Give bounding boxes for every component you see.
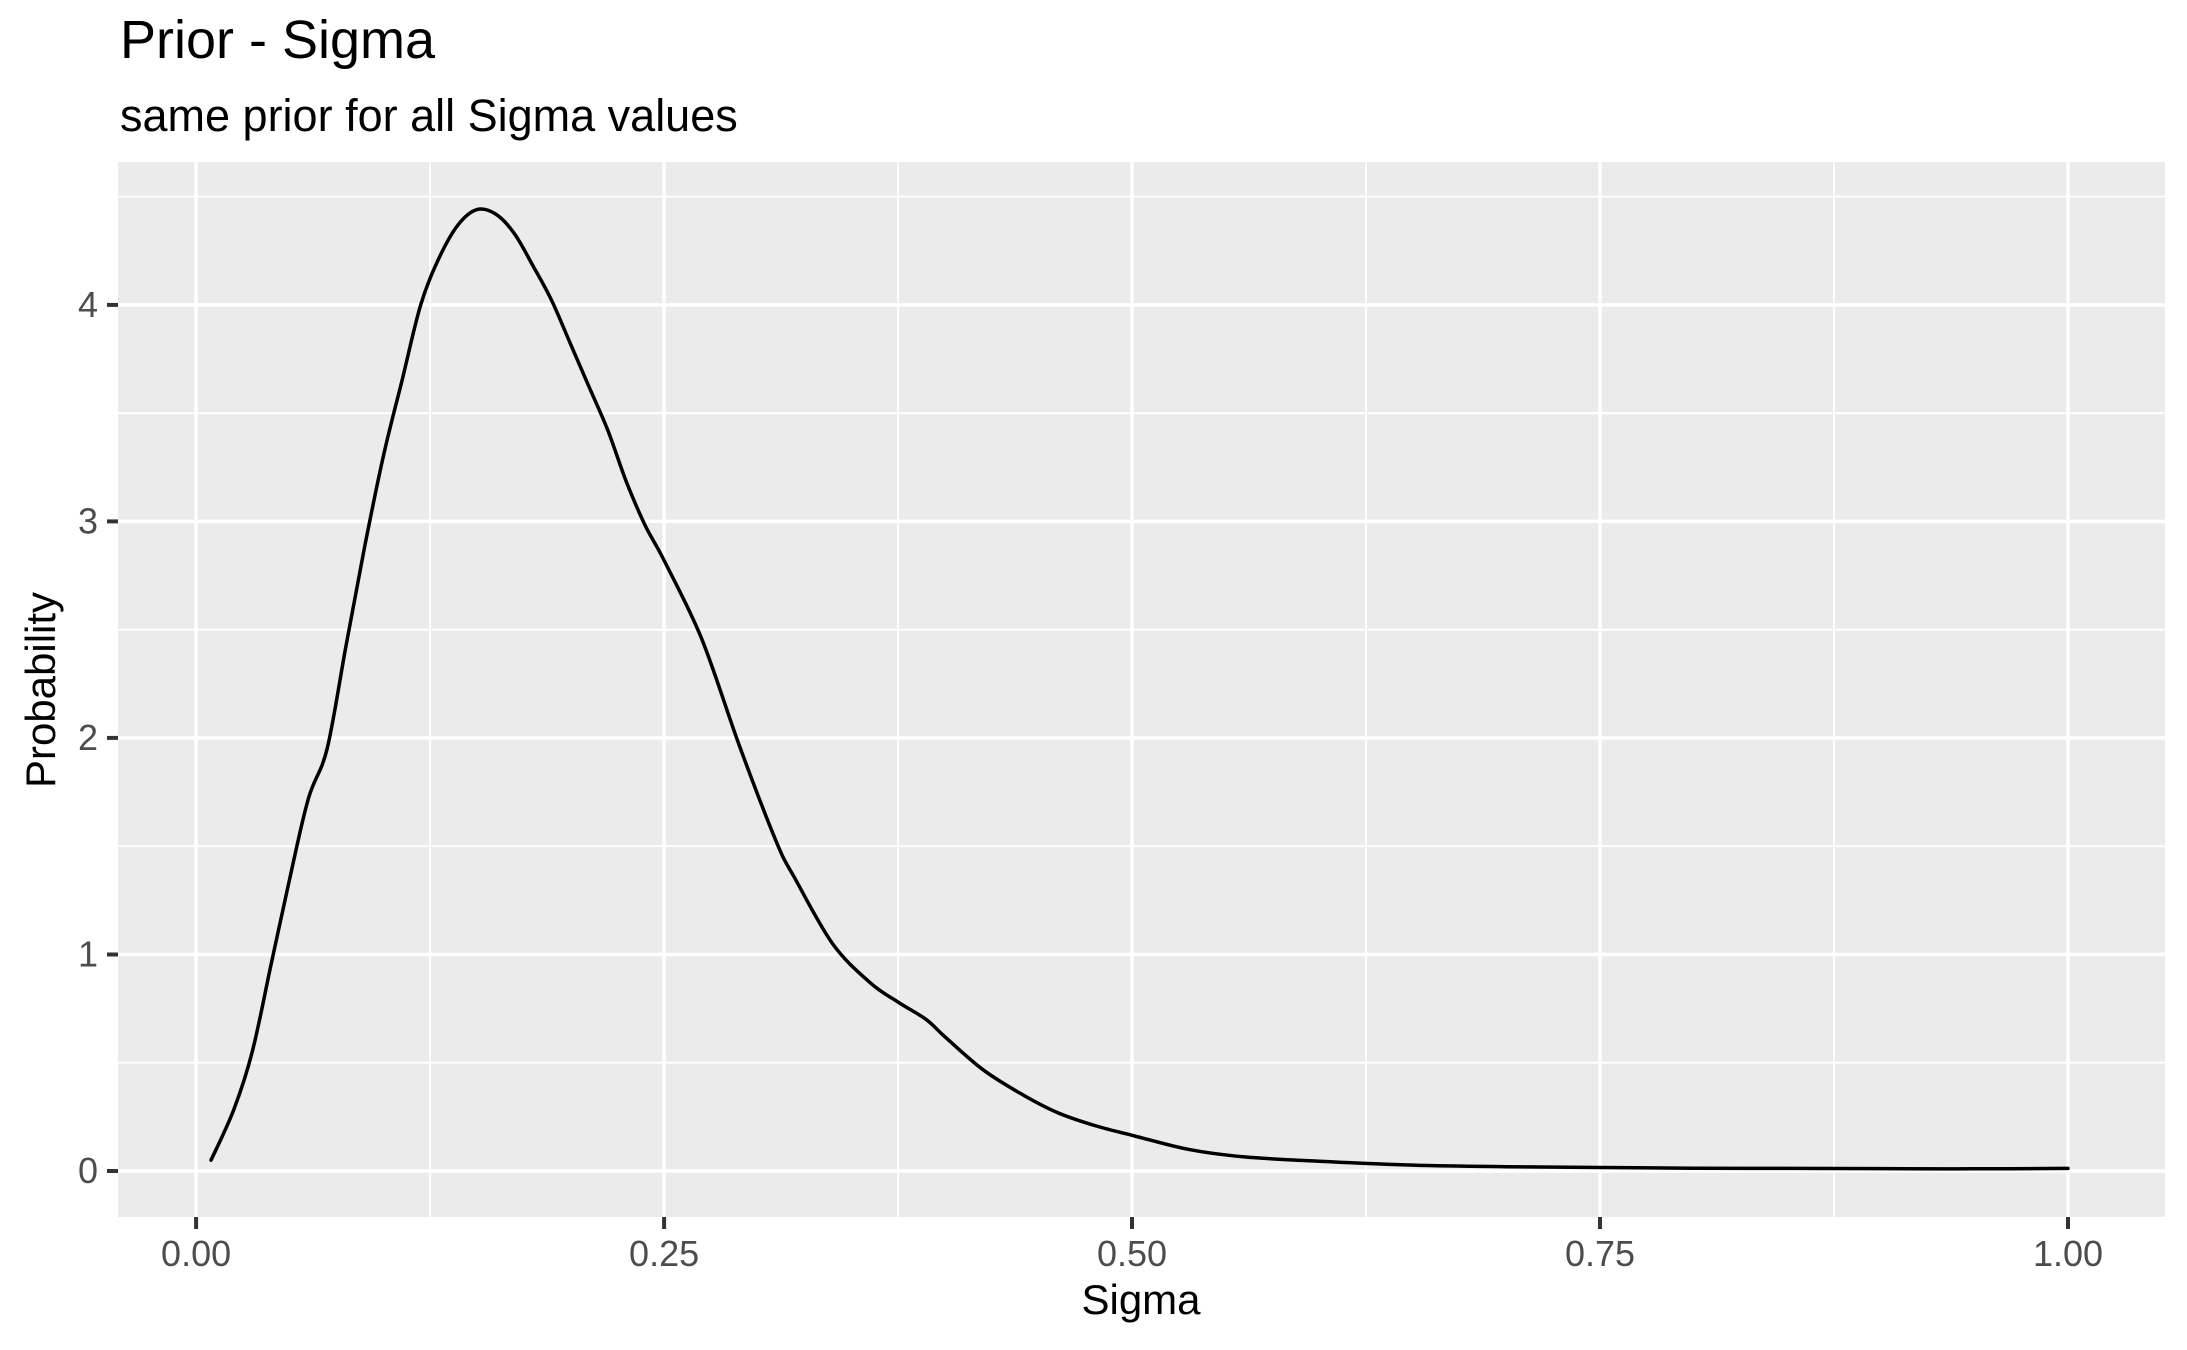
plot-subtitle: same prior for all Sigma values [120,90,738,141]
x-tick-label: 0.75 [1565,1233,1635,1274]
y-tick-label: 0 [78,1150,98,1191]
panel-background [118,162,2165,1217]
density-curve [209,207,2070,1171]
plot-title: Prior - Sigma [120,10,436,70]
x-tick-label: 0.50 [1097,1233,1167,1274]
x-tick-label: 0.25 [629,1233,699,1274]
y-tick-label: 1 [78,934,98,975]
x-tick-label: 1.00 [2033,1233,2103,1274]
x-tick-label: 0.00 [161,1233,231,1274]
y-axis-title: Probability [17,591,64,789]
y-tick-label: 2 [78,717,98,758]
y-tick-label: 4 [78,284,98,325]
y-tick-label: 3 [78,500,98,541]
x-axis-title: Sigma [1081,1276,1201,1323]
